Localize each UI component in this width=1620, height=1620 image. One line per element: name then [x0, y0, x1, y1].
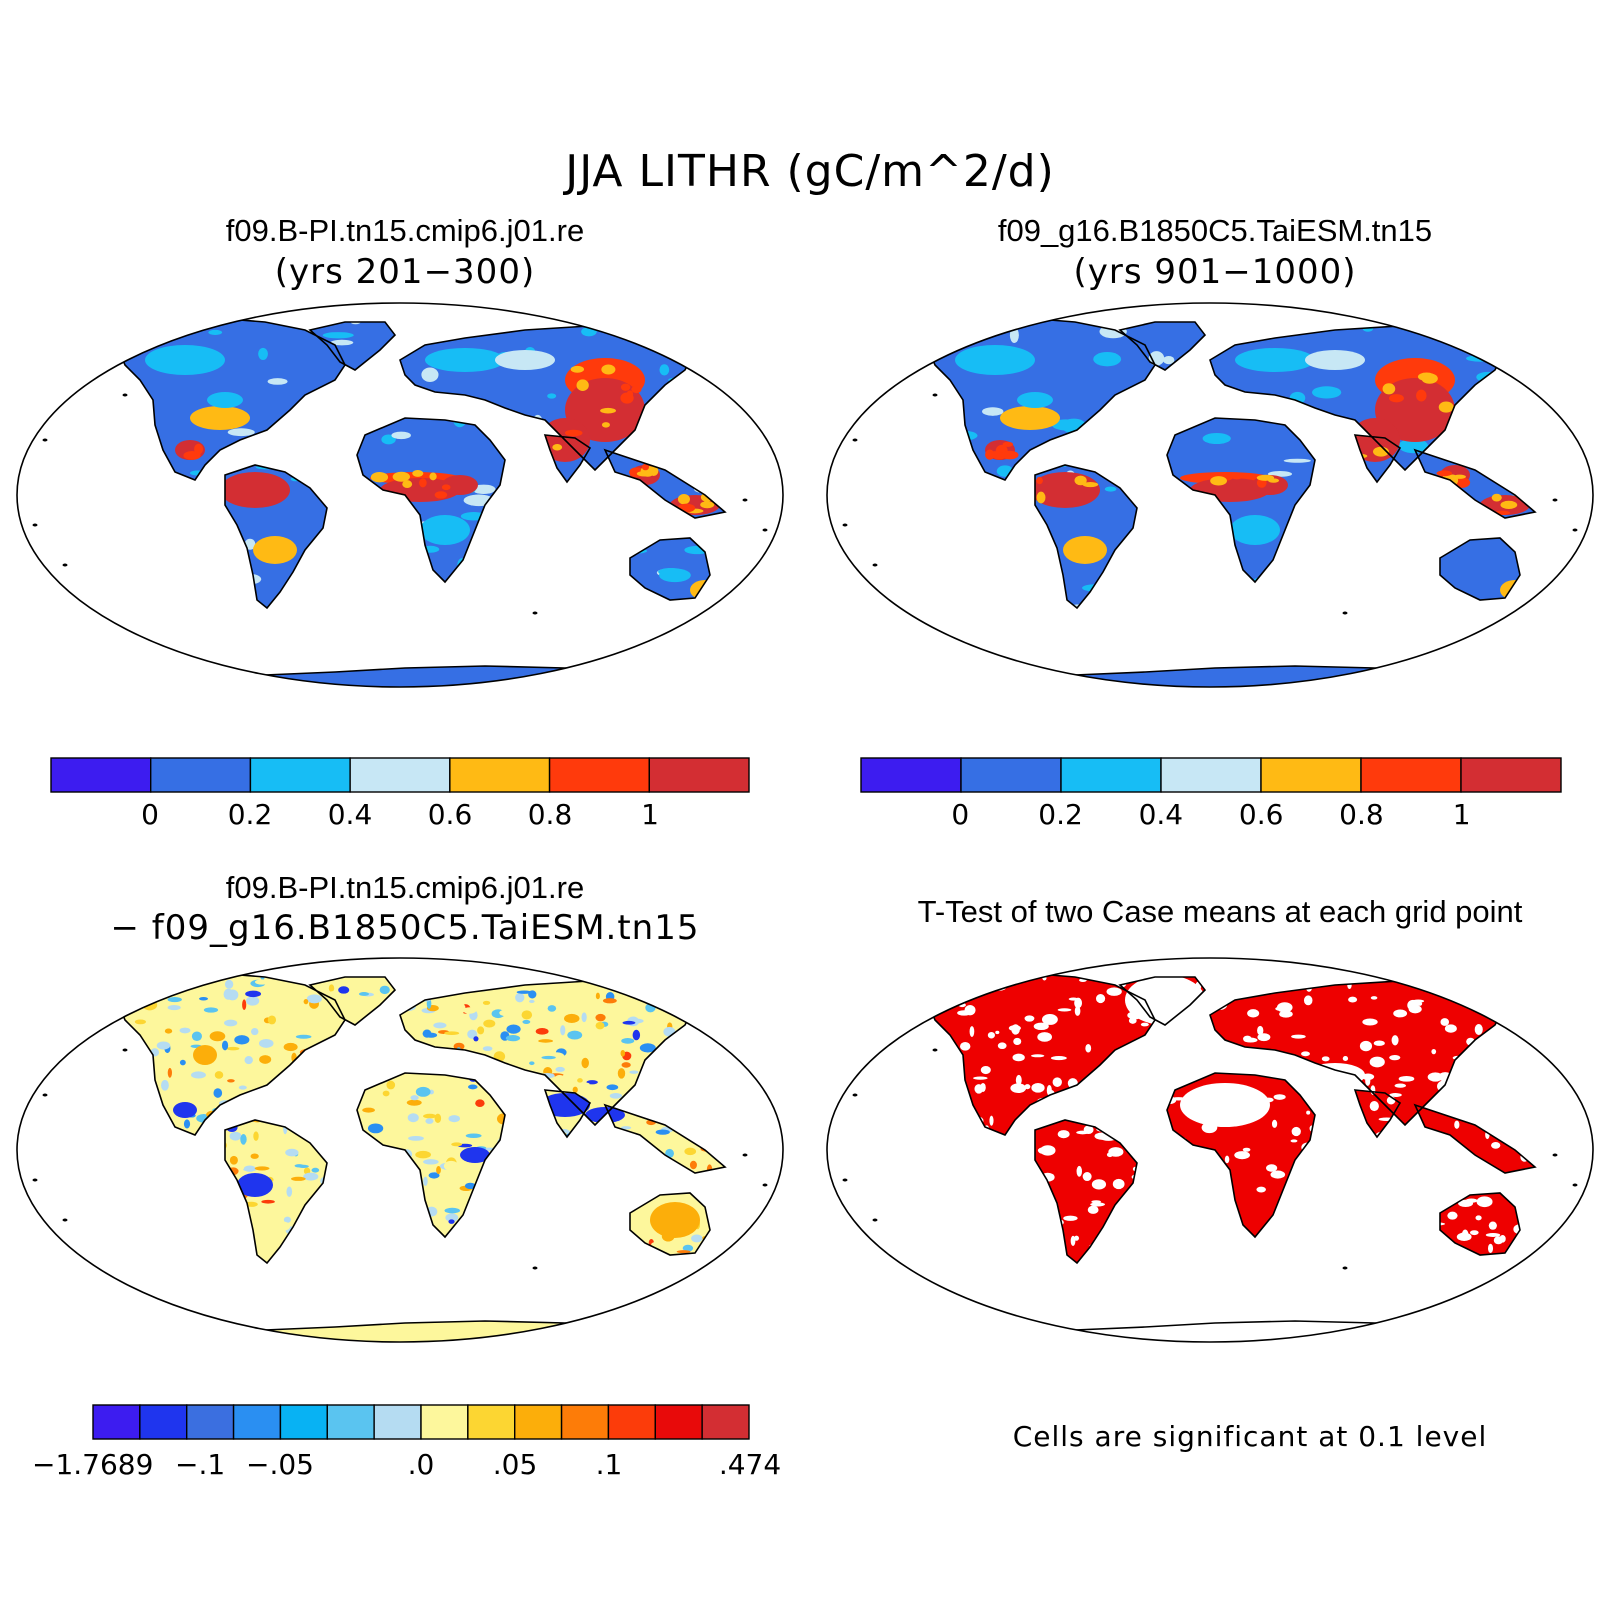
colorbar-swatch [860, 757, 962, 793]
panel-tr-map [826, 302, 1594, 688]
colorbar-swatch [960, 757, 1062, 793]
panel-tr-colorbar-ticks: 0 0.2 0.4 0.6 0.8 1 [860, 798, 1562, 838]
colorbar-swatch [607, 1404, 656, 1440]
colorbar-tick-label: 0.6 [1238, 798, 1284, 831]
colorbar-tick-label: 0 [141, 798, 159, 831]
colorbar-swatch [326, 1404, 375, 1440]
colorbar-tick-label: .0 [407, 1448, 435, 1481]
panel-tr-subtitle: (yrs 901−1000) [1073, 252, 1357, 292]
colorbar-swatch [560, 1404, 610, 1440]
colorbar-swatch [249, 757, 351, 793]
colorbar-swatch [548, 757, 650, 793]
colorbar-swatch [1260, 757, 1362, 793]
panel-tl-subtitle: (yrs 201−300) [274, 252, 536, 292]
colorbar-tick-label: 1 [641, 798, 659, 831]
significance-note: Cells are significant at 0.1 level [1012, 1420, 1488, 1453]
panel-bl-map [16, 957, 784, 1343]
colorbar-tick-label: .05 [492, 1448, 538, 1481]
colorbar-swatch [514, 1404, 563, 1440]
panel-bl-colorbar-ticks: −1.7689 −.1 −.05 .0 .05 .1 .474 [32, 1448, 781, 1488]
colorbar-swatch [1460, 757, 1562, 793]
colorbar-tick-label: 1 [1452, 798, 1471, 831]
colorbar-swatch [1160, 757, 1262, 793]
colorbar-swatch [654, 1404, 703, 1440]
colorbar-swatch [467, 1404, 516, 1440]
colorbar-tick-label: 0.4 [1138, 798, 1184, 831]
colorbar-swatch [420, 1404, 469, 1440]
colorbar-tick-label: 0.2 [227, 798, 273, 831]
colorbar-swatch [1060, 757, 1162, 793]
colorbar-tick-label: 0.8 [1339, 798, 1384, 831]
panel-bl-colorbar [92, 1404, 750, 1440]
colorbar-tick-label: −.05 [246, 1448, 314, 1481]
colorbar-swatch [139, 1404, 188, 1440]
colorbar-tick-label: 0.6 [427, 798, 473, 831]
panel-tl-colorbar-ticks: 0 0.2 0.4 0.6 0.8 1 [50, 798, 750, 838]
colorbar-tick-label: 0.2 [1038, 798, 1083, 831]
colorbar-swatch [373, 1404, 422, 1440]
figure-title: JJA LITHR (gC/m^2/d) [565, 146, 1055, 197]
colorbar-tick-label: 0.4 [327, 798, 373, 831]
panel-tr-title: f09_g16.B1850C5.TaiESM.tn15 [997, 213, 1433, 248]
colorbar-tick-label: −.1 [175, 1448, 226, 1481]
colorbar-swatch [50, 757, 152, 793]
colorbar-swatch [279, 1404, 328, 1440]
colorbar-swatch [349, 757, 451, 793]
panel-bl-title: f09.B-PI.tn15.cmip6.j01.re [225, 870, 585, 905]
panel-bl-subtitle: − f09_g16.B1850C5.TaiESM.tn15 [110, 908, 700, 948]
colorbar-swatch [701, 1404, 750, 1440]
colorbar-tick-label: 0.8 [527, 798, 573, 831]
colorbar-tick-label: −1.7689 [32, 1448, 154, 1481]
colorbar-tick-label: .474 [718, 1448, 782, 1481]
panel-tl-title: f09.B-PI.tn15.cmip6.j01.re [225, 213, 585, 248]
panel-tl-colorbar [50, 757, 750, 793]
colorbar-swatch [648, 757, 750, 793]
panel-tr-colorbar [860, 757, 1562, 793]
colorbar-swatch [232, 1404, 282, 1440]
colorbar-swatch [186, 1404, 235, 1440]
colorbar-swatch [92, 1404, 141, 1440]
colorbar-swatch [1360, 757, 1462, 793]
colorbar-swatch [449, 757, 551, 793]
panel-br-map [826, 957, 1594, 1343]
colorbar-tick-label: 0 [951, 798, 970, 831]
panel-br-title: T-Test of two Case means at each grid po… [917, 894, 1523, 929]
colorbar-swatch [150, 757, 252, 793]
colorbar-tick-label: .1 [595, 1448, 623, 1481]
panel-tl-map [16, 302, 784, 688]
